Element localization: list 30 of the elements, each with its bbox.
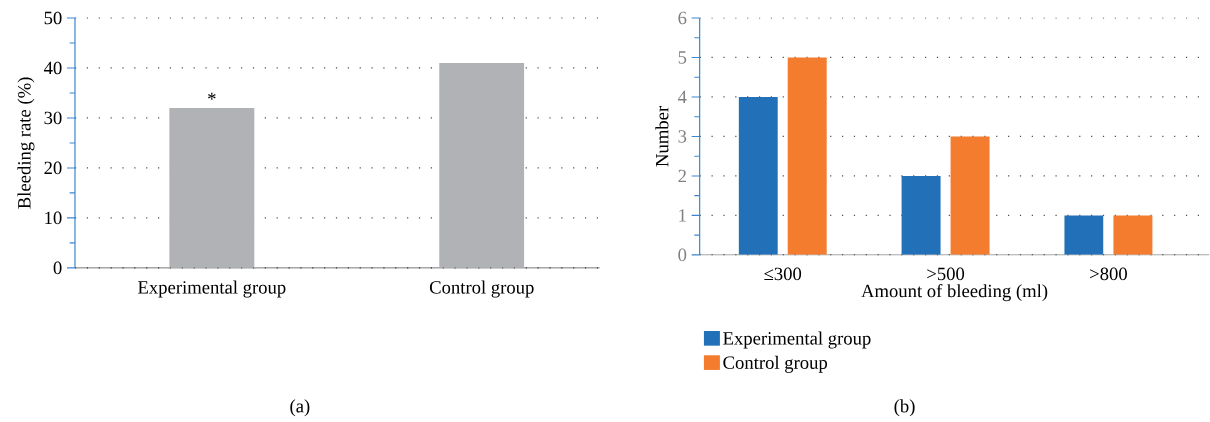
y-tick-label: 0: [678, 248, 687, 262]
annotation: *: [208, 92, 216, 100]
y-axis-title: Bleeding rate (%): [17, 77, 35, 209]
y-tick-label: 40: [43, 61, 62, 75]
y-tick-label: 10: [45, 211, 62, 225]
y-tick-label: 3: [678, 130, 687, 143]
legend-label: Experimental group: [723, 331, 871, 349]
x-tick-label: >800: [1090, 267, 1127, 281]
bar: [950, 136, 990, 255]
text: (a): [290, 399, 310, 417]
bar: [1113, 215, 1153, 255]
bar: [787, 57, 827, 255]
y-tick-label: 20: [44, 161, 62, 175]
y-tick-label: 1: [679, 209, 686, 222]
y-tick-label: 50: [44, 11, 62, 25]
text: (b): [894, 399, 915, 417]
bar: [1064, 215, 1104, 255]
x-tick-label: >500: [927, 267, 965, 281]
bar: [738, 97, 778, 255]
y-tick-label: 30: [44, 111, 62, 125]
y-tick-label: 4: [677, 90, 687, 104]
y-tick-label: 6: [678, 11, 687, 25]
y-tick-label: 5: [678, 51, 687, 64]
y-axis-title: Number: [655, 106, 669, 167]
legend-label: Control group: [723, 355, 828, 373]
y-tick-label: 0: [53, 261, 62, 275]
x-axis-title: Amount of bleeding (ml): [861, 284, 1048, 302]
y-tick-label: 2: [678, 169, 686, 183]
bar: [901, 176, 941, 255]
x-tick-label: ≤300: [764, 267, 802, 281]
